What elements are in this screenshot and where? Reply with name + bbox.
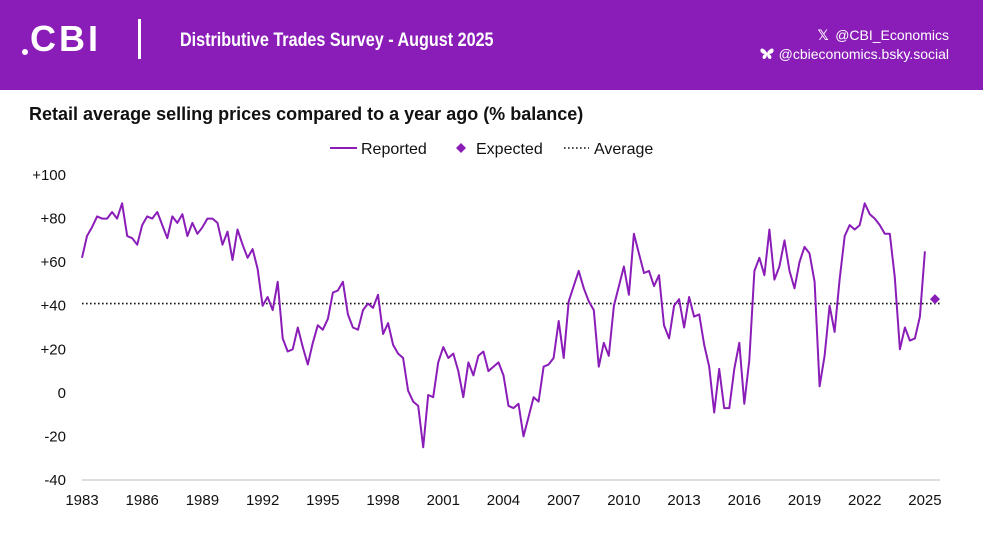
logo-divider [138,19,141,59]
y-tick-label: +80 [41,211,66,228]
x-tick-label: 1995 [306,492,339,509]
y-tick-label: -40 [44,472,66,489]
x-tick-label: 1989 [186,492,219,509]
x-tick-label: 1998 [366,492,399,509]
y-tick-label: -20 [44,428,66,445]
x-tick-label: 2025 [908,492,941,509]
x-tick-label: 2010 [607,492,640,509]
x-tick-label: 2013 [667,492,700,509]
legend-reported-label: Reported [361,141,427,158]
social-links: 𝕏 @CBI_Economics @cbieconomics.bsky.socia… [759,26,949,64]
y-tick-label: +100 [32,167,66,184]
x-axis: 1983 1986 1989 1992 1995 1998 2001 2004 2007 2010… [65,479,942,509]
social-x-link[interactable]: 𝕏 @CBI_Economics [759,26,949,45]
survey-title: Distributive Trades Survey - August 2025 [180,30,494,51]
chart-title: Retail average selling prices compared t… [29,104,584,124]
x-tick-label: 2004 [487,492,520,509]
legend-expected-swatch [456,143,466,153]
social-bluesky-handle: @cbieconomics.bsky.social [778,46,949,62]
header-banner: CBI Distributive Trades Survey - August … [0,0,983,90]
x-logo-icon: 𝕏 [817,27,829,43]
reported-series-line [81,202,926,449]
logo-text: CBI [30,18,101,59]
x-tick-label: 1992 [246,492,279,509]
expected-marker [929,294,940,305]
legend-expected-label: Expected [476,141,543,158]
social-x-handle: @CBI_Economics [835,27,949,43]
y-axis: +100 +80 +60 +40 +20 0 -20 -40 [32,167,66,489]
x-tick-label: 1983 [65,492,98,509]
chart-series [81,202,940,449]
x-tick-label: 2019 [788,492,821,509]
social-bluesky-link[interactable]: @cbieconomics.bsky.social [759,45,949,64]
x-tick-label: 2001 [427,492,460,509]
x-tick-label: 1986 [126,492,159,509]
y-tick-label: +20 [41,341,66,358]
y-tick-label: +40 [41,298,66,315]
butterfly-icon [759,45,775,64]
y-tick-label: +60 [41,254,66,271]
x-tick-label: 2022 [848,492,881,509]
chart-legend: Reported Expected Average [330,141,653,158]
y-tick-label: 0 [58,385,66,402]
x-tick-label: 2016 [728,492,761,509]
x-tick-label: 2007 [547,492,580,509]
legend-average-label: Average [594,141,653,158]
logo-dot [22,49,28,55]
